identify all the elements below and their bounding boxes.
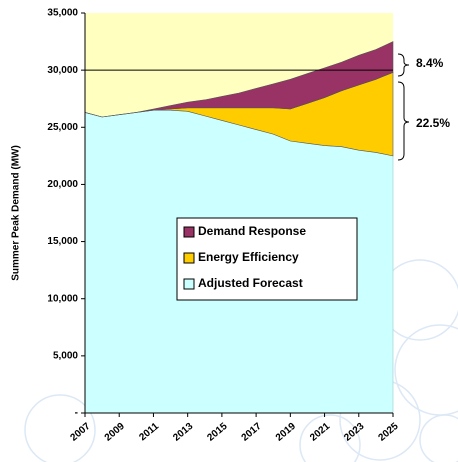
legend-label: Adjusted Forecast: [198, 276, 303, 290]
legend-swatch: [183, 252, 195, 264]
x-tick-label: 2019: [274, 421, 298, 444]
x-tick-label: 2013: [171, 421, 195, 444]
x-tick-label: 2009: [103, 421, 127, 444]
y-tick-label: 30,000: [47, 65, 78, 76]
y-tick-label: 20,000: [47, 179, 78, 190]
legend: Demand Response Energy Efficiency Adjusted…: [176, 217, 358, 301]
plot-area: - 5,000 10,000 15,000 20,000 25,000 30,000 35,0…: [47, 8, 401, 444]
legend-label: Demand Response: [198, 224, 306, 238]
brace: [397, 81, 410, 161]
annotation: 22.5%: [416, 116, 450, 130]
y-tick-label: 25,000: [47, 122, 78, 133]
x-tick-label: 2007: [69, 421, 93, 444]
y-tick-label: 10,000: [47, 293, 78, 304]
y-tick-label: 15,000: [47, 236, 78, 247]
legend-box: [176, 217, 358, 301]
x-tick-label: 2021: [308, 421, 332, 444]
y-tick-label: 5,000: [53, 350, 78, 361]
y-tick-label: -: [75, 408, 78, 419]
x-tick-label: 2011: [137, 421, 161, 444]
x-tick-label: 2025: [377, 421, 401, 444]
x-tick-label: 2023: [342, 421, 366, 444]
y-axis-label: Summer Peak Demand (MW): [11, 145, 22, 281]
legend-swatch: [183, 278, 195, 290]
x-tick-label: 2017: [240, 421, 264, 444]
annotation: 8.4%: [416, 56, 444, 70]
legend-label: Energy Efficiency: [198, 250, 299, 264]
legend-swatch: [183, 226, 195, 238]
y-tick-label: 35,000: [47, 8, 78, 19]
brace: [397, 53, 410, 77]
x-tick-label: 2015: [205, 421, 229, 444]
decoration: [24, 259, 458, 462]
area: [84, 41, 394, 118]
